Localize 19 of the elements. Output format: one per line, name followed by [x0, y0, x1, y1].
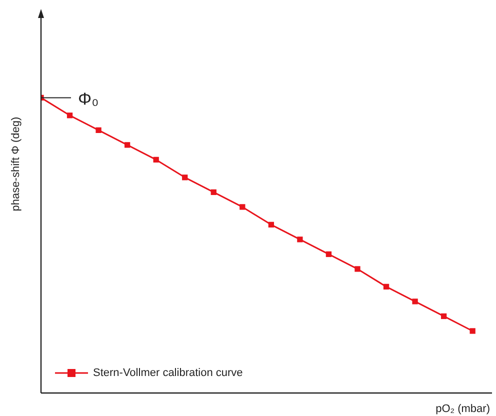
point — [440, 313, 447, 320]
y-axis-title: phase-shift Φ (deg) — [10, 116, 22, 212]
point — [124, 142, 130, 148]
legend-label: Stern-Vollmer calibration curve — [93, 367, 243, 380]
point — [268, 222, 274, 228]
point — [470, 328, 476, 334]
point — [66, 112, 73, 118]
x-axis-title: pO₂ (mbar) — [436, 403, 490, 415]
point — [297, 236, 303, 242]
point — [412, 298, 418, 304]
point — [383, 284, 390, 290]
point — [182, 174, 188, 180]
point — [240, 204, 246, 210]
point — [354, 266, 360, 272]
point — [96, 127, 102, 133]
point — [210, 189, 216, 196]
annotation: Φ₀ — [78, 89, 99, 108]
point — [153, 156, 159, 163]
point — [326, 251, 332, 258]
